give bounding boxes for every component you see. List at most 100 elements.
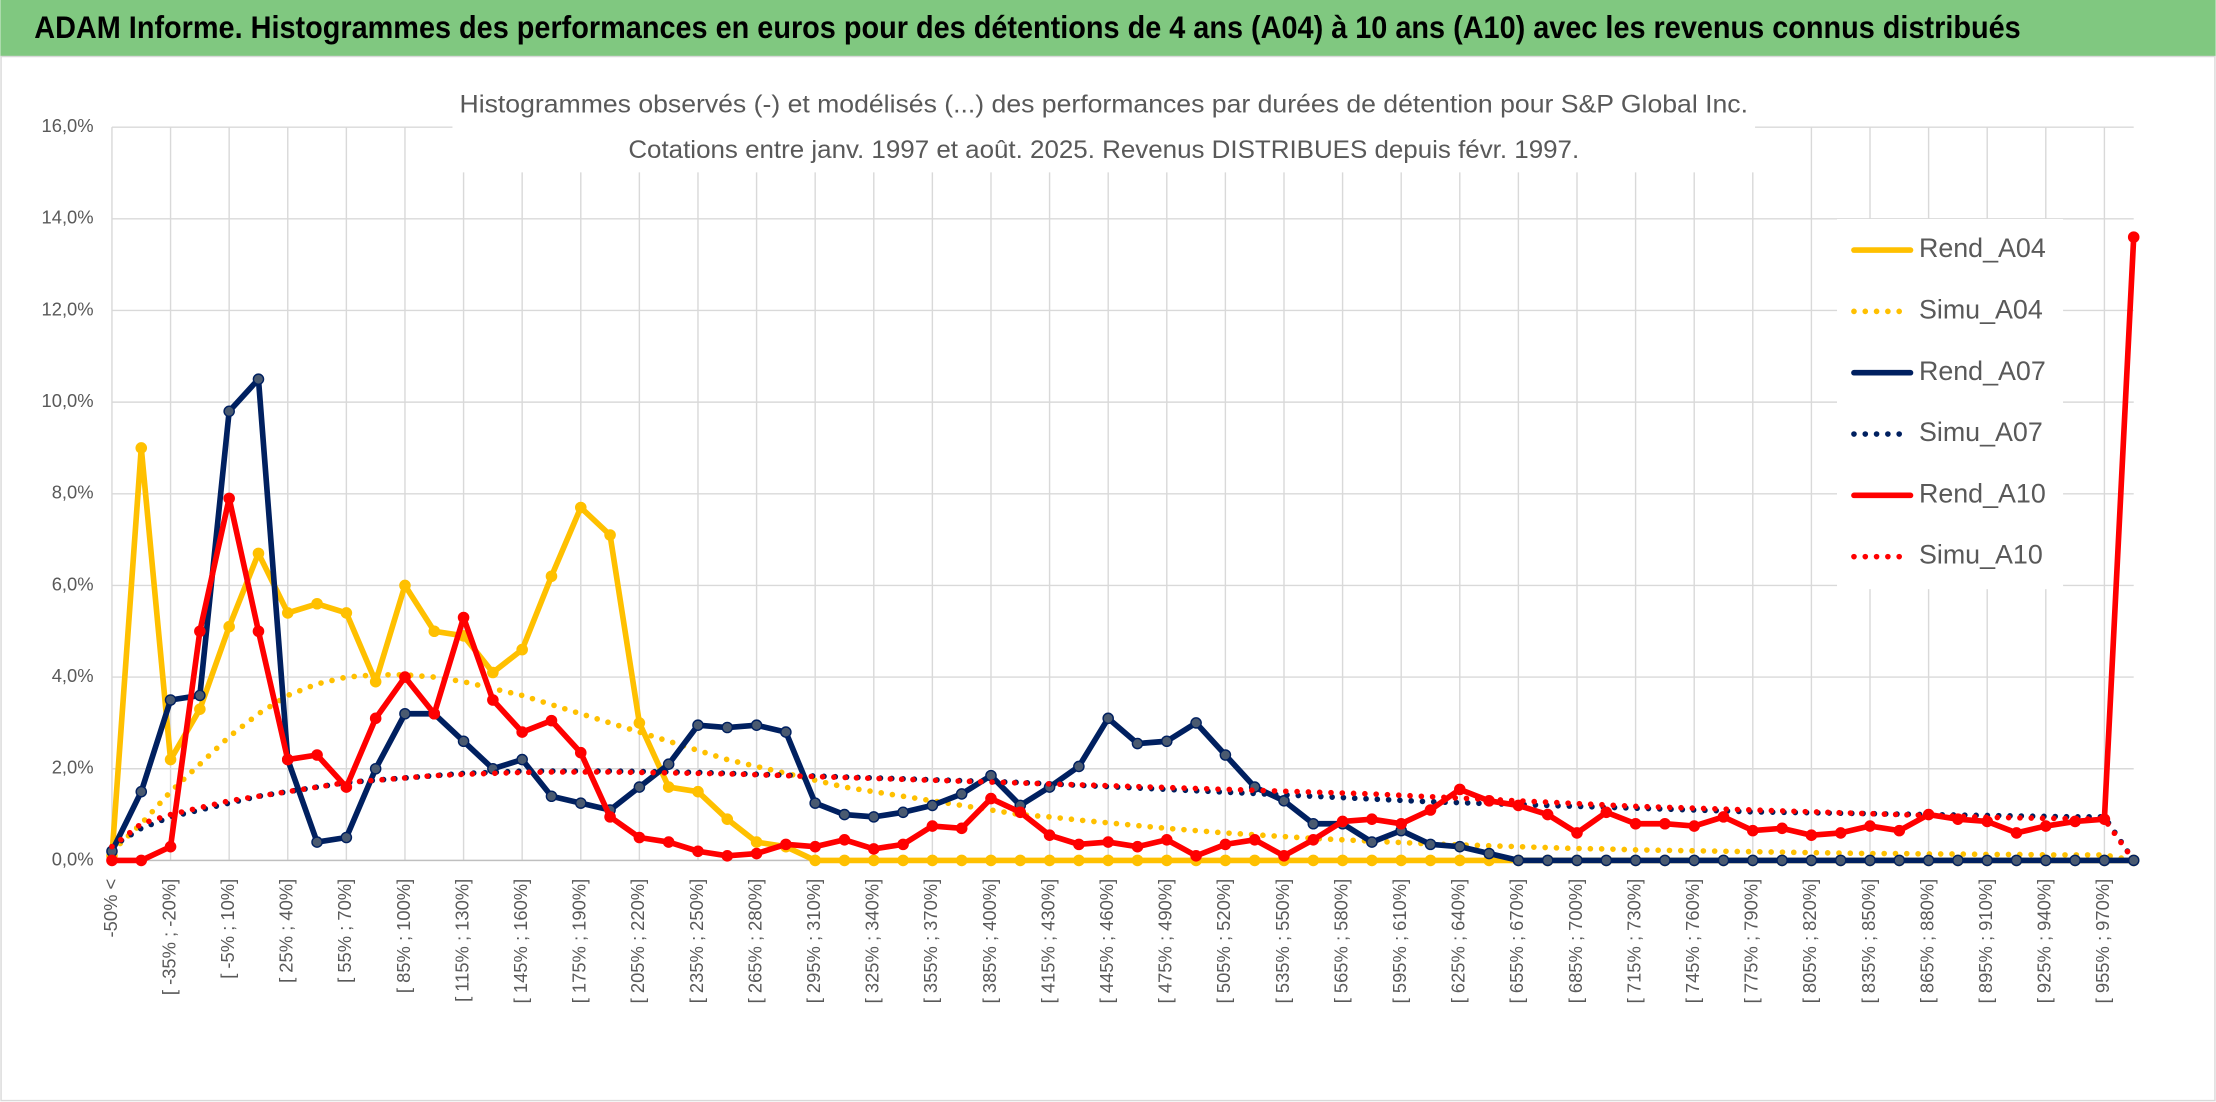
x-tick-label: [ 745% ; 760%] [1682,879,1703,1004]
marker [164,753,177,766]
x-tick-label: [ 85% ; 100%] [393,879,414,993]
x-tick-label: [ 685% ; 700%] [1565,879,1586,1004]
marker [2127,231,2140,243]
marker [1952,854,1964,867]
marker [1131,840,1144,853]
marker [633,781,646,793]
marker [194,703,206,715]
marker [399,671,411,683]
marker [809,840,821,853]
x-tick-label: [ 595% ; 610%] [1389,879,1410,1004]
marker [1864,854,1876,867]
marker [194,625,206,638]
marker [2010,827,2023,839]
marker [1541,808,1554,821]
marker [1102,712,1114,725]
marker [1424,854,1437,867]
marker [428,707,441,720]
marker [311,836,323,848]
x-tick-label: [ 205% ; 220%] [627,879,648,1004]
x-tick-label: [ 625% ; 640%] [1448,879,1469,1004]
marker [2069,854,2081,867]
x-tick-label: [ 55% ; 70%] [334,879,355,983]
marker [985,854,997,867]
marker [955,854,968,867]
marker [1102,836,1114,848]
x-tick-label: [ 25% ; 40%] [276,879,297,983]
marker [604,811,616,823]
marker [223,620,235,633]
marker [838,833,851,846]
marker [1776,822,1788,835]
marker [1102,854,1114,867]
legend: Rend_A04 Simu_A04 Rend_A07 Simu_A07 Rend_A10… [1837,218,2064,590]
marker [2040,820,2052,832]
marker [1453,840,1466,853]
marker [1366,813,1378,825]
marker [1747,824,1759,837]
x-tick-label: [ 175% ; 190%] [569,879,590,1004]
marker [780,838,792,851]
marker [692,845,704,858]
marker [487,666,499,679]
x-tick-label: [ 835% ; 850%] [1858,879,1879,1004]
marker [1717,811,1730,823]
marker [2010,854,2023,867]
x-tick-label: [ 415% ; 430%] [1037,879,1058,1004]
marker [428,625,441,638]
legend-label: Simu_A07 [1919,417,2043,447]
x-tick-label: [ 445% ; 460%] [1096,879,1117,1004]
marker [1160,833,1173,846]
marker [838,808,851,821]
marker [164,694,177,706]
observed-line [109,234,2137,864]
marker [1278,795,1290,807]
marker [662,836,675,848]
x-tick-label: [ 235% ; 250%] [686,879,707,1004]
marker [574,797,587,809]
marker [1629,854,1642,867]
marker [867,811,880,823]
x-tick-label: [ 925% ; 940%] [2034,879,2055,1004]
marker [281,607,294,619]
marker [516,726,528,738]
legend-label: Rend_A04 [1919,233,2046,263]
marker [1219,854,1232,867]
marker [1922,854,1935,867]
marker [897,854,909,867]
marker [252,373,265,386]
x-tick-label: [ 385% ; 400%] [979,879,1000,1004]
marker [1190,717,1202,729]
marker [194,689,206,702]
marker [1395,817,1407,830]
marker [399,579,411,592]
model-line [109,769,2137,864]
marker [662,781,675,793]
marker [340,607,353,619]
marker [516,753,528,766]
marker [1424,804,1437,816]
marker [1043,829,1056,841]
marker [1014,806,1027,819]
marker [1160,854,1173,867]
marker [1043,854,1056,867]
marker [369,712,382,725]
marker [1248,854,1261,867]
marker [1131,854,1144,867]
marker [223,405,235,418]
marker [399,707,411,720]
marker [281,753,294,766]
marker [1160,735,1173,748]
y-tick-label: 14,0% [42,207,94,228]
chart-subtitle: Cotations entre janv. 1997 et août. 2025… [628,136,1579,164]
x-tick-label: [ 475% ; 490%] [1155,879,1176,1004]
y-tick-label: 12,0% [42,298,94,319]
marker [1512,854,1525,867]
marker [1629,817,1642,830]
marker [369,675,382,688]
marker [1864,820,1876,832]
header-bar [0,0,2216,57]
legend-label: Rend_A10 [1919,478,2046,508]
marker [135,785,148,798]
